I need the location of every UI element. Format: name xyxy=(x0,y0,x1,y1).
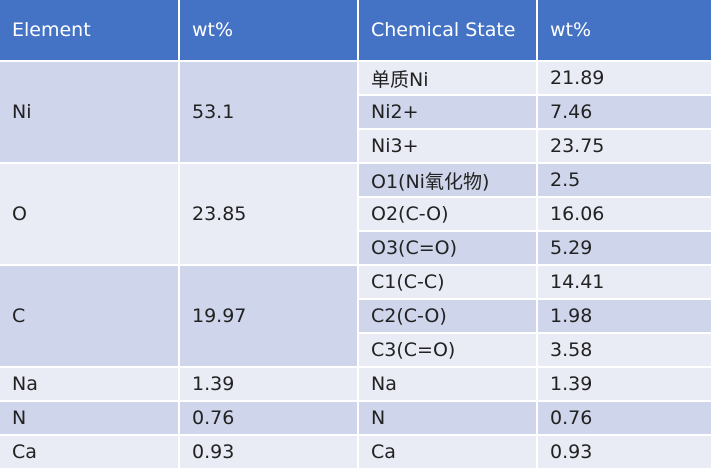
state-cell: O2(C-O) xyxy=(359,198,536,230)
table-row: Ni3+ 23.75 xyxy=(0,130,711,162)
state-wt-cell: 2.5 xyxy=(538,164,711,196)
header-row: Element wt% Chemical State wt% xyxy=(0,0,711,60)
wt-cell: 23.85 xyxy=(180,164,357,264)
state-cell: C3(C=O) xyxy=(359,334,536,366)
wt-cell: 53.1 xyxy=(180,62,357,162)
header-cell: Chemical State xyxy=(359,0,536,60)
state-cell: N xyxy=(359,402,536,434)
state-cell: O1(Ni氧化物) xyxy=(359,164,536,196)
state-wt-cell: 21.89 xyxy=(538,62,711,94)
table-row: O3(C=O) 5.29 xyxy=(0,232,711,264)
header-cell: wt% xyxy=(180,0,357,60)
table-row: Ni 53.1 单质Ni 21.89 xyxy=(0,62,711,162)
table-row: Ni2+ 7.46 xyxy=(0,96,711,128)
wt-cell: 1.39 xyxy=(180,368,357,400)
state-wt-cell: 0.93 xyxy=(538,436,711,468)
element-cell: C xyxy=(0,266,178,366)
state-wt-cell: 1.98 xyxy=(538,300,711,332)
element-cell: N xyxy=(0,402,178,434)
state-cell: O3(C=O) xyxy=(359,232,536,264)
state-cell: C2(C-O) xyxy=(359,300,536,332)
element-cell: Ni xyxy=(0,62,178,162)
state-cell: Ni3+ xyxy=(359,130,536,162)
element-cell: Ca xyxy=(0,436,178,468)
element-cell: O xyxy=(0,164,178,264)
header-cell: wt% xyxy=(538,0,711,60)
table-body: Ni 53.1 单质Ni 21.89 Ni2+ 7.46 Ni3+ 23.75 O 23.85 O1… xyxy=(0,62,711,468)
wt-cell: 19.97 xyxy=(180,266,357,366)
state-wt-cell: 23.75 xyxy=(538,130,711,162)
state-cell: Ni2+ xyxy=(359,96,536,128)
state-wt-cell: 5.29 xyxy=(538,232,711,264)
header-cell: Element xyxy=(0,0,178,60)
table-row: O 23.85 O1(Ni氧化物) 2.5 xyxy=(0,164,711,264)
table-row: N 0.76 N 0.76 xyxy=(0,402,711,434)
wt-cell: 0.76 xyxy=(180,402,357,434)
table-row: C3(C=O) 3.58 xyxy=(0,334,711,366)
table-row: Na 1.39 Na 1.39 xyxy=(0,368,711,400)
state-cell: Ca xyxy=(359,436,536,468)
table-row: C 19.97 C1(C-C) 14.41 xyxy=(0,266,711,366)
state-wt-cell: 3.58 xyxy=(538,334,711,366)
state-cell: Na xyxy=(359,368,536,400)
state-wt-cell: 0.76 xyxy=(538,402,711,434)
table-row: Ca 0.93 Ca 0.93 xyxy=(0,436,711,468)
element-cell: Na xyxy=(0,368,178,400)
state-wt-cell: 7.46 xyxy=(538,96,711,128)
state-cell: 单质Ni xyxy=(359,62,536,94)
table-row: C2(C-O) 1.98 xyxy=(0,300,711,332)
state-wt-cell: 16.06 xyxy=(538,198,711,230)
table-row: O2(C-O) 16.06 xyxy=(0,198,711,230)
state-wt-cell: 1.39 xyxy=(538,368,711,400)
state-wt-cell: 14.41 xyxy=(538,266,711,298)
wt-cell: 0.93 xyxy=(180,436,357,468)
state-cell: C1(C-C) xyxy=(359,266,536,298)
